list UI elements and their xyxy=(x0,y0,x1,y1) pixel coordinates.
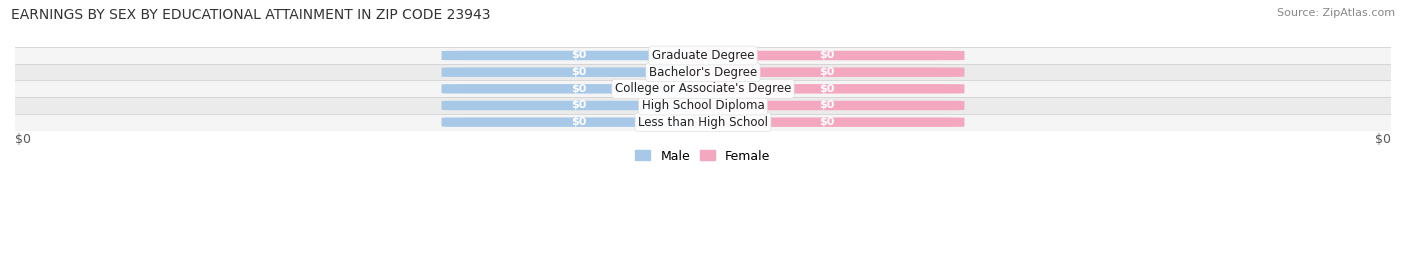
Bar xyxy=(15,64,1391,80)
Text: $0: $0 xyxy=(820,84,835,94)
Text: $0: $0 xyxy=(571,100,586,110)
Text: $0: $0 xyxy=(15,132,31,146)
Text: $0: $0 xyxy=(571,117,586,127)
Text: Less than High School: Less than High School xyxy=(638,116,768,129)
Text: Source: ZipAtlas.com: Source: ZipAtlas.com xyxy=(1277,8,1395,18)
FancyBboxPatch shape xyxy=(689,84,965,94)
Text: $0: $0 xyxy=(820,67,835,77)
Text: $0: $0 xyxy=(820,100,835,110)
Bar xyxy=(15,80,1391,97)
FancyBboxPatch shape xyxy=(689,68,965,77)
Text: EARNINGS BY SEX BY EDUCATIONAL ATTAINMENT IN ZIP CODE 23943: EARNINGS BY SEX BY EDUCATIONAL ATTAINMEN… xyxy=(11,8,491,22)
FancyBboxPatch shape xyxy=(441,84,717,94)
FancyBboxPatch shape xyxy=(441,51,717,60)
Text: $0: $0 xyxy=(571,84,586,94)
Text: College or Associate's Degree: College or Associate's Degree xyxy=(614,82,792,95)
FancyBboxPatch shape xyxy=(689,101,965,110)
FancyBboxPatch shape xyxy=(441,101,717,110)
Text: High School Diploma: High School Diploma xyxy=(641,99,765,112)
Text: $0: $0 xyxy=(820,50,835,61)
FancyBboxPatch shape xyxy=(441,68,717,77)
Text: $0: $0 xyxy=(820,117,835,127)
FancyBboxPatch shape xyxy=(689,51,965,60)
Text: $0: $0 xyxy=(571,50,586,61)
Text: Bachelor's Degree: Bachelor's Degree xyxy=(650,66,756,79)
Legend: Male, Female: Male, Female xyxy=(630,145,776,168)
Text: Graduate Degree: Graduate Degree xyxy=(652,49,754,62)
FancyBboxPatch shape xyxy=(689,117,965,127)
Text: $0: $0 xyxy=(1375,132,1391,146)
Text: $0: $0 xyxy=(571,67,586,77)
Bar xyxy=(15,97,1391,114)
FancyBboxPatch shape xyxy=(441,117,717,127)
Bar xyxy=(15,47,1391,64)
Bar xyxy=(15,114,1391,131)
